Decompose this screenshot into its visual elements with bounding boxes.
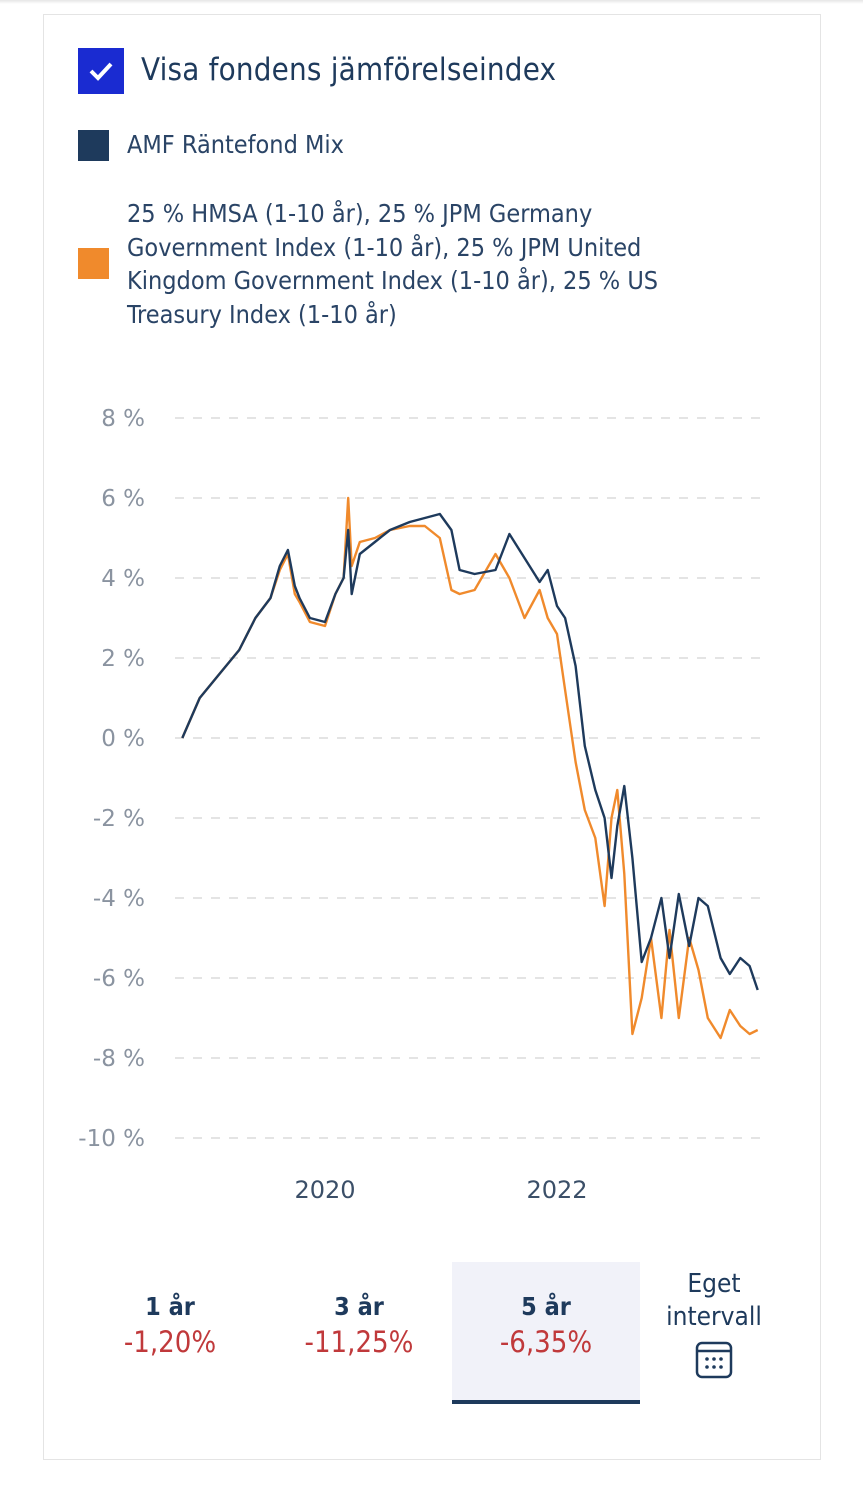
- calendar-icon: [695, 1341, 733, 1379]
- x-tick-label: 2020: [294, 1176, 355, 1204]
- y-tick-label: 2 %: [101, 646, 145, 672]
- period-return: -1,20%: [123, 1325, 217, 1359]
- legend-label-fund: AMF Räntefond Mix: [127, 130, 344, 159]
- period-tab-3y[interactable]: 3 år -11,25%: [265, 1262, 453, 1400]
- period-label: 1 år: [145, 1292, 195, 1321]
- fund-chart-card: [43, 14, 821, 1460]
- y-tick-label: 0 %: [101, 726, 145, 752]
- y-tick-label: -10 %: [78, 1126, 145, 1152]
- legend-swatch-index: [78, 248, 109, 279]
- period-tab-custom[interactable]: Eget intervall: [650, 1262, 778, 1400]
- series-line-fund: [181, 512, 759, 991]
- y-tick-label: -2 %: [93, 806, 145, 832]
- checkmark-icon: [89, 62, 113, 81]
- custom-interval-label: Eget intervall: [666, 1269, 762, 1332]
- show-index-checkbox[interactable]: [78, 48, 124, 94]
- legend-label-index: 25 % HMSA (1-10 år), 25 % JPM Germany Go…: [127, 199, 659, 329]
- period-tab-5y[interactable]: 5 år -6,35%: [452, 1262, 640, 1404]
- legend-swatch-fund: [78, 130, 109, 161]
- y-tick-label: -8 %: [93, 1046, 145, 1072]
- y-tick-label: 4 %: [101, 566, 145, 592]
- y-tick-label: -4 %: [93, 886, 145, 912]
- period-tab-1y[interactable]: 1 år -1,20%: [75, 1262, 265, 1400]
- y-tick-label: 6 %: [101, 486, 145, 512]
- performance-chart: 8 % 6 % 4 % 2 % 0 % -2 % -4 % -6 % -8 % -10 % 2020…: [78, 406, 765, 1204]
- y-tick-label: 8 %: [101, 406, 145, 432]
- top-shadow: [0, 0, 863, 4]
- period-label: 3 år: [334, 1292, 384, 1321]
- series-line-index: [181, 496, 759, 1040]
- period-return: -6,35%: [499, 1325, 593, 1359]
- y-tick-label: -6 %: [93, 966, 145, 992]
- period-tabs: 1 år -1,20% 3 år -11,25% 5 år -6,35% Ege…: [75, 1262, 790, 1404]
- period-label: 5 år: [521, 1292, 571, 1321]
- x-tick-label: 2022: [526, 1176, 587, 1204]
- period-return: -11,25%: [304, 1325, 414, 1359]
- show-index-label[interactable]: Visa fondens jämförelseindex: [141, 52, 557, 88]
